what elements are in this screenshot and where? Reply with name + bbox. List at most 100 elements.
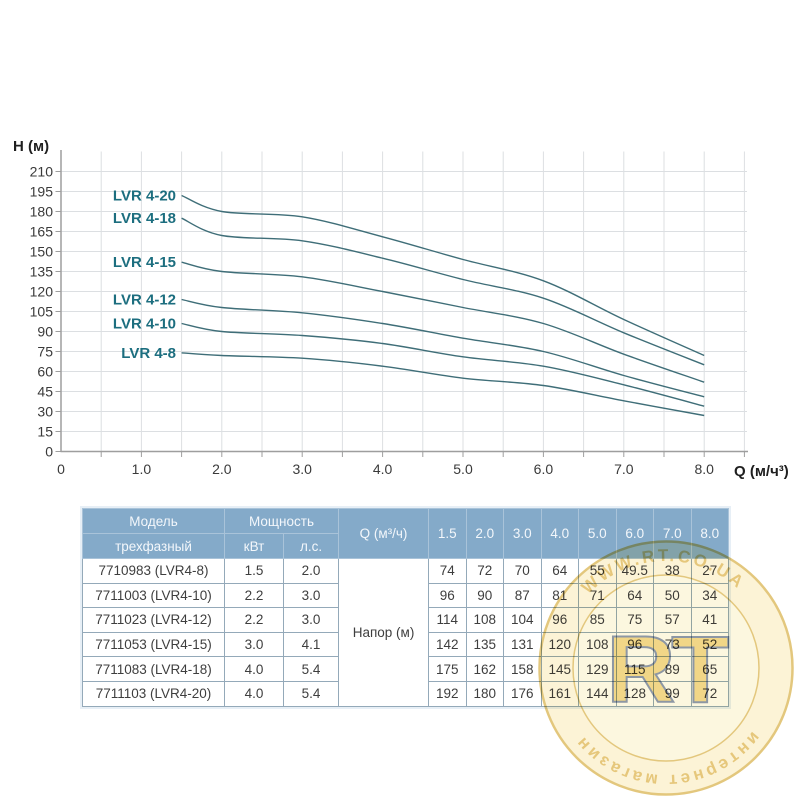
y-tick-label: 180 xyxy=(30,204,54,220)
col-header-hp: л.с. xyxy=(282,533,340,559)
col-header-q-8-0: 8.0 xyxy=(690,508,730,559)
hp-cell: 5.4 xyxy=(282,680,340,707)
napor-value-cell: 162 xyxy=(465,656,505,682)
napor-value-cell: 38 xyxy=(653,558,692,584)
y-tick-label: 195 xyxy=(30,184,54,200)
kw-cell: 4.0 xyxy=(224,656,284,682)
y-tick-label: 210 xyxy=(30,164,54,180)
y-tick-label: 75 xyxy=(37,344,53,360)
napor-merged-cell: Напор (м) xyxy=(338,558,430,707)
x-tick-label: 6.0 xyxy=(534,461,554,477)
napor-value-cell: 131 xyxy=(503,631,542,658)
napor-value-cell: 57 xyxy=(653,607,692,633)
curve-label-lvr-4-15: LVR 4-15 xyxy=(113,254,176,271)
napor-value-cell: 144 xyxy=(578,680,617,707)
hp-cell: 2.0 xyxy=(282,558,340,584)
curve-label-lvr-4-12: LVR 4-12 xyxy=(113,292,176,309)
model-cell: 7711103 (LVR4-20) xyxy=(82,680,225,707)
napor-value-cell: 161 xyxy=(540,680,580,707)
y-tick-label: 0 xyxy=(45,444,53,460)
napor-value-cell: 41 xyxy=(690,607,730,633)
hp-cell: 4.1 xyxy=(282,631,340,658)
col-header-model: Модель xyxy=(82,508,225,534)
model-cell: 7711023 (LVR4-12) xyxy=(82,607,225,633)
col-header-q-3-0: 3.0 xyxy=(503,508,542,559)
napor-value-cell: 70 xyxy=(503,558,542,584)
curve-label-lvr-4-8: LVR 4-8 xyxy=(121,345,176,362)
napor-value-cell: 81 xyxy=(540,582,580,609)
y-tick-label: 120 xyxy=(30,284,54,300)
curve-label-lvr-4-20: LVR 4-20 xyxy=(113,188,176,205)
x-tick-label: 0 xyxy=(57,461,65,477)
napor-value-cell: 90 xyxy=(465,582,505,609)
x-axis-title: Q (м/ч³) xyxy=(734,463,789,480)
napor-value-cell: 114 xyxy=(428,607,467,633)
napor-value-cell: 180 xyxy=(465,680,505,707)
model-cell: 7710983 (LVR4-8) xyxy=(82,558,225,584)
hp-cell: 3.0 xyxy=(282,607,340,633)
x-tick-label: 4.0 xyxy=(373,461,393,477)
napor-value-cell: 192 xyxy=(428,680,467,707)
napor-value-cell: 73 xyxy=(653,631,692,658)
napor-value-cell: 96 xyxy=(540,607,580,633)
napor-value-cell: 158 xyxy=(503,656,542,682)
model-cell: 7711083 (LVR4-18) xyxy=(82,656,225,682)
y-tick-label: 60 xyxy=(37,364,53,380)
napor-value-cell: 52 xyxy=(690,631,730,658)
napor-value-cell: 50 xyxy=(653,582,692,609)
x-tick-label: 7.0 xyxy=(614,461,634,477)
y-tick-label: 105 xyxy=(30,304,54,320)
curve-lvr-4-20 xyxy=(181,194,705,357)
col-header-q-7-0: 7.0 xyxy=(653,508,692,559)
table-body: 7710983 (LVR4-8) 1.5 2.0 Напор (м) 74 72 70 64 5… xyxy=(82,558,730,707)
napor-value-cell: 145 xyxy=(540,656,580,682)
kw-cell: 2.2 xyxy=(224,582,284,609)
y-tick-label: 150 xyxy=(30,244,54,260)
y-tick-label: 165 xyxy=(30,224,54,240)
col-header-kw: кВт xyxy=(224,533,284,559)
header-row-1: Модель Мощность Q (м³/ч) 1.5 2.0 3.0 4.0… xyxy=(82,508,730,559)
napor-value-cell: 115 xyxy=(615,656,655,682)
table-header: Модель Мощность Q (м³/ч) 1.5 2.0 3.0 4.0… xyxy=(82,508,730,559)
napor-value-cell: 64 xyxy=(540,558,580,584)
col-header-q-1-5: 1.5 xyxy=(428,508,467,559)
napor-value-cell: 72 xyxy=(690,680,730,707)
napor-value-cell: 87 xyxy=(503,582,542,609)
model-cell: 7711003 (LVR4-10) xyxy=(82,582,225,609)
x-tick-label: 8.0 xyxy=(694,461,714,477)
y-tick-label: 135 xyxy=(30,264,54,280)
x-tick-label: 1.0 xyxy=(132,461,152,477)
napor-value-cell: 89 xyxy=(653,656,692,682)
napor-value-cell: 85 xyxy=(578,607,617,633)
col-header-power: Мощность xyxy=(223,508,340,534)
curve-lvr-4-10 xyxy=(181,322,705,407)
curve-label-lvr-4-10: LVR 4-10 xyxy=(113,316,176,333)
header-row-2: трехфазный кВт л.с. xyxy=(82,533,729,559)
napor-value-cell: 34 xyxy=(690,582,730,609)
napor-value-cell: 108 xyxy=(578,631,617,658)
y-tick-label: 90 xyxy=(37,324,53,340)
curve-lvr-4-15 xyxy=(181,261,705,383)
napor-value-cell: 175 xyxy=(428,656,467,682)
napor-value-cell: 128 xyxy=(615,680,655,707)
napor-value-cell: 74 xyxy=(428,558,467,584)
napor-value-cell: 142 xyxy=(428,631,467,658)
kw-cell: 1.5 xyxy=(224,558,284,584)
col-header-q-6-0: 6.0 xyxy=(615,508,655,559)
napor-value-cell: 129 xyxy=(578,656,617,682)
napor-value-cell: 135 xyxy=(465,631,505,658)
pump-curves-chart: 0 1.0 2.0 3.0 4.0 5.0 6.0 7.0 8.0 0 15 30 45 60 75 90 10… xyxy=(13,138,789,480)
x-tick-label: 3.0 xyxy=(292,461,312,477)
napor-value-cell: 65 xyxy=(690,656,730,682)
napor-value-cell: 104 xyxy=(503,607,542,633)
model-cell: 7711053 (LVR4-15) xyxy=(82,631,225,658)
napor-value-cell: 27 xyxy=(690,558,730,584)
napor-value-cell: 176 xyxy=(503,680,542,707)
spec-table: Модель Мощность Q (м³/ч) 1.5 2.0 3.0 4.0… xyxy=(82,508,730,707)
y-tick-label: 30 xyxy=(37,404,53,420)
hp-cell: 5.4 xyxy=(282,656,340,682)
napor-value-cell: 72 xyxy=(465,558,505,584)
y-axis-title: H (м) xyxy=(13,138,49,155)
napor-value-cell: 75 xyxy=(615,607,655,633)
